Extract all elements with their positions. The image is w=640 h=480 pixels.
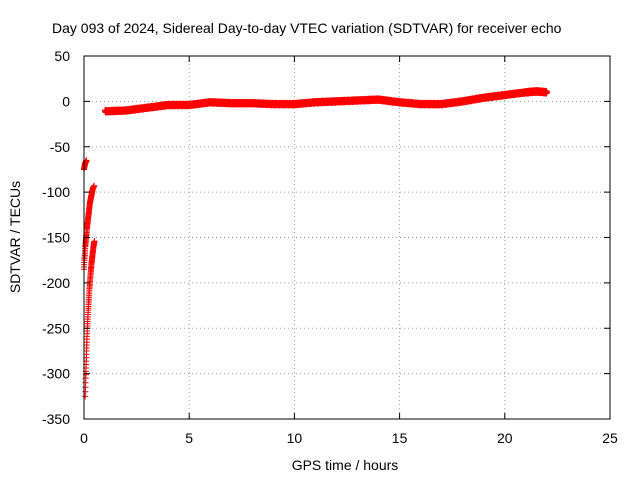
data-point <box>91 238 98 245</box>
data-point <box>543 89 550 96</box>
data-point <box>83 157 90 164</box>
y-tick-label: -150 <box>42 230 70 246</box>
y-tick-label: -250 <box>42 320 70 336</box>
x-tick-label: 5 <box>185 430 193 446</box>
x-tick-label: 20 <box>497 430 513 446</box>
x-axis-label: GPS time / hours <box>292 457 399 473</box>
y-tick-label: -50 <box>50 139 70 155</box>
plot-frame <box>83 55 611 420</box>
x-tick-label: 10 <box>287 430 303 446</box>
x-tick-label: 15 <box>392 430 408 446</box>
axis-ticks: 0 5 10 15 20 25 50 0 -50 -100 -150 -200 -250 -300 -350 <box>42 48 618 446</box>
data-point <box>91 182 98 189</box>
y-axis-label: SDTVAR / TECUs <box>7 181 23 293</box>
y-tick-label: -350 <box>42 411 70 427</box>
grid <box>84 56 610 419</box>
data-layer <box>81 87 550 400</box>
y-tick-label: -100 <box>42 184 70 200</box>
x-tick-label: 0 <box>80 430 88 446</box>
x-tick-label: 25 <box>602 430 618 446</box>
y-tick-label: 50 <box>54 48 70 64</box>
y-tick-label: -300 <box>42 366 70 382</box>
chart-title: Day 093 of 2024, Sidereal Day-to-day VTE… <box>52 20 562 36</box>
y-tick-label: -200 <box>42 275 70 291</box>
y-tick-label: 0 <box>62 93 70 109</box>
